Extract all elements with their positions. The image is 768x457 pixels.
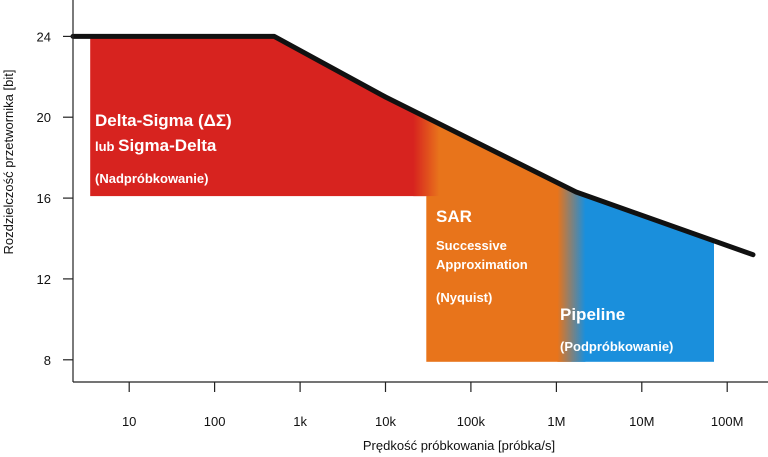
x-axis-title: Prędkość próbkowania [próbka/s]	[363, 438, 555, 453]
y-tick-label: 8	[44, 353, 51, 368]
y-tick-label: 16	[37, 191, 51, 206]
x-tick-label: 100	[204, 414, 226, 429]
resolution-limit-line	[70, 33, 756, 258]
approximation-label: Approximation	[436, 257, 528, 272]
x-tick-label: 10M	[629, 414, 654, 429]
delta-sigma-region	[90, 36, 427, 197]
y-axis-title: Rozdzielczość przetwornika [bit]	[1, 70, 16, 255]
successive-label: Successive	[436, 238, 507, 253]
x-tick-label: 10	[122, 414, 136, 429]
region-labels: Delta-Sigma (ΔΣ) lub Sigma-Delta (Nadpróbk…	[95, 111, 673, 354]
y-tick-label: 20	[37, 110, 51, 125]
undersampling-label: (Podpróbkowanie)	[560, 339, 673, 354]
sar-label: SAR	[436, 207, 472, 226]
axes	[72, 0, 768, 383]
y-tick-label: 24	[37, 29, 51, 44]
nyquist-label: (Nyquist)	[436, 290, 492, 305]
x-tick-label: 1k	[293, 414, 307, 429]
y-tick-label: 12	[37, 272, 51, 287]
delta-sigma-sar-blend	[413, 36, 440, 197]
y-axis-ticks: 8 12 16 20 24	[37, 29, 73, 368]
pipeline-label: Pipeline	[560, 305, 625, 324]
x-tick-label: 100M	[711, 414, 744, 429]
x-axis-ticks: 10 100 1k 10k 100k 1M 10M 100M	[122, 382, 744, 429]
oversampling-label: (Nadpróbkowanie)	[95, 171, 208, 186]
delta-sigma-label: Delta-Sigma (ΔΣ)	[95, 111, 232, 130]
sigma-delta-label: lub Sigma-Delta	[95, 136, 217, 155]
x-tick-label: 10k	[375, 414, 396, 429]
x-tick-label: 100k	[457, 414, 486, 429]
x-tick-label: 1M	[547, 414, 565, 429]
